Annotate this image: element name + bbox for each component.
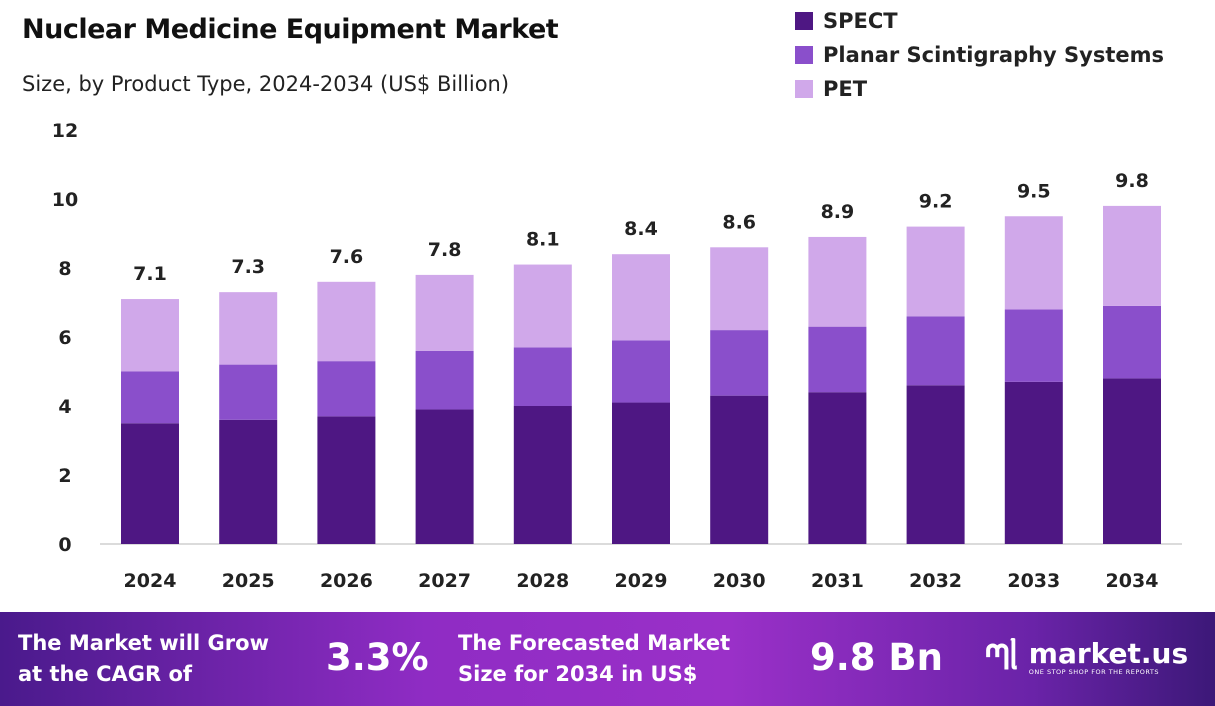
- x-tick-label: 2031: [811, 570, 864, 592]
- x-tick-label: 2025: [222, 570, 275, 592]
- legend-swatch: [795, 12, 813, 30]
- x-tick-label: 2027: [418, 570, 471, 592]
- bar-segment-planar-scintigraphy-systems: [513, 347, 572, 406]
- bar-segment-pet: [219, 292, 278, 365]
- legend-label: SPECT: [823, 9, 898, 33]
- bar-segment-spect: [317, 416, 376, 544]
- bar-segment-planar-scintigraphy-systems: [415, 350, 474, 410]
- y-tick-label: 4: [58, 396, 71, 418]
- bar-segment-planar-scintigraphy-systems: [710, 330, 769, 396]
- bar-segment-pet: [317, 281, 376, 362]
- chart-plot: 0 2 4 6 8 10 12 7.1 2024 7.3 2025 7.6 2026 7.8 2027 8.1…: [52, 120, 1182, 592]
- total-data-label: 7.3: [231, 256, 265, 278]
- bar-segment-pet: [906, 226, 965, 317]
- bar-segment-spect: [219, 419, 278, 544]
- x-tick-label: 2026: [320, 570, 373, 592]
- total-data-label: 9.2: [919, 191, 953, 213]
- chart-title: Nuclear Medicine Equipment Market: [22, 14, 559, 45]
- bar-segment-spect: [612, 402, 670, 544]
- market-us-logo[interactable]: ᘉᥣ market.us ONE STOP SHOP FOR THE REPOR…: [985, 638, 1188, 678]
- y-tick-label: 8: [58, 258, 71, 280]
- bar-segment-spect: [808, 392, 867, 544]
- bar-segment-planar-scintigraphy-systems: [1103, 305, 1161, 379]
- x-tick-label: 2024: [124, 570, 177, 592]
- legend-label: PET: [823, 77, 868, 101]
- bar-segment-spect: [415, 409, 474, 544]
- forecast-label-line: Size for 2034 in US$: [458, 662, 698, 686]
- bar-segment-planar-scintigraphy-systems: [808, 326, 867, 393]
- legend-item-pet: PET: [795, 72, 1164, 106]
- total-data-label: 7.1: [133, 263, 167, 285]
- legend-swatch: [795, 80, 813, 98]
- total-data-label: 8.1: [526, 229, 560, 251]
- y-tick-label: 6: [58, 327, 71, 349]
- legend-item-planar: Planar Scintigraphy Systems: [795, 38, 1164, 72]
- cagr-value: 3.3%: [326, 636, 429, 679]
- bar-segment-planar-scintigraphy-systems: [612, 340, 670, 403]
- legend-label: Planar Scintigraphy Systems: [823, 43, 1165, 67]
- bar-segment-planar-scintigraphy-systems: [906, 316, 965, 386]
- cagr-label-line: The Market will Grow: [18, 631, 269, 655]
- bar-segment-spect: [513, 406, 572, 544]
- y-tick-label: 12: [52, 120, 78, 142]
- forecast-label: The Forecasted Market Size for 2034 in U…: [458, 628, 730, 690]
- bar-segment-pet: [513, 264, 572, 348]
- bar-segment-pet: [808, 236, 867, 327]
- bar-segment-pet: [710, 247, 769, 331]
- y-tick-label: 0: [58, 534, 71, 556]
- bar-segment-planar-scintigraphy-systems: [219, 364, 278, 420]
- total-data-label: 9.8: [1115, 170, 1149, 192]
- bar-segment-spect: [710, 395, 769, 544]
- total-data-label: 8.6: [722, 211, 756, 233]
- forecast-value: 9.8 Bn: [810, 636, 943, 679]
- x-tick-label: 2034: [1106, 570, 1159, 592]
- bar-segment-pet: [1004, 216, 1063, 310]
- bar-segment-spect: [121, 423, 179, 544]
- cagr-label: The Market will Grow at the CAGR of: [18, 628, 269, 690]
- y-tick-label: 2: [58, 465, 71, 487]
- x-tick-label: 2029: [615, 570, 668, 592]
- x-tick-label: 2030: [713, 570, 766, 592]
- bar-segment-pet: [612, 254, 670, 341]
- footer-banner: The Market will Grow at the CAGR of 3.3%…: [0, 612, 1215, 706]
- x-tick-label: 2033: [1007, 570, 1060, 592]
- logo-tagline: ONE STOP SHOP FOR THE REPORTS: [1028, 668, 1160, 676]
- bar-segment-planar-scintigraphy-systems: [121, 371, 179, 424]
- total-data-label: 8.4: [624, 218, 658, 240]
- logo-name: market.us: [1028, 637, 1189, 670]
- total-data-label: 8.9: [821, 201, 855, 223]
- total-data-label: 7.6: [330, 246, 364, 268]
- total-data-label: 9.5: [1017, 180, 1051, 202]
- bar-segment-pet: [121, 299, 179, 372]
- bar-segment-planar-scintigraphy-systems: [1004, 309, 1063, 382]
- bar-segment-spect: [1004, 381, 1063, 544]
- cagr-label-line: at the CAGR of: [18, 662, 193, 686]
- bar-segment-spect: [1103, 378, 1161, 544]
- forecast-label-line: The Forecasted Market: [458, 631, 731, 655]
- legend: SPECT Planar Scintigraphy Systems PET: [795, 4, 1164, 106]
- bar-segment-pet: [1103, 205, 1161, 306]
- total-data-label: 7.8: [428, 239, 462, 261]
- bar-segment-planar-scintigraphy-systems: [317, 361, 376, 417]
- logo-icon: ᘉᥣ: [985, 638, 1019, 678]
- legend-swatch: [795, 46, 813, 64]
- x-tick-label: 2028: [516, 570, 569, 592]
- chart-subtitle: Size, by Product Type, 2024-2034 (US$ Bi…: [22, 72, 510, 96]
- bar-segment-spect: [906, 385, 965, 544]
- x-tick-label: 2032: [909, 570, 962, 592]
- bar-segment-pet: [415, 274, 474, 351]
- legend-item-spect: SPECT: [795, 4, 1164, 38]
- y-tick-label: 10: [52, 189, 78, 211]
